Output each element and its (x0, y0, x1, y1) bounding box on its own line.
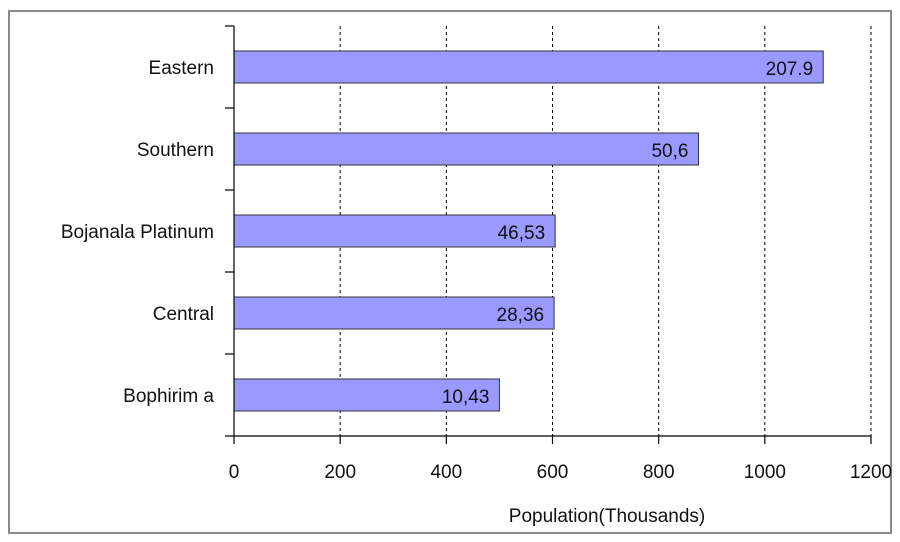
data-label: 50,6 (651, 141, 688, 162)
chart-frame (8, 10, 892, 534)
data-label: 207.9 (766, 59, 814, 80)
x-tick-label: 1200 (850, 462, 892, 483)
x-tick-label: 1000 (744, 462, 786, 483)
x-tick-label: 200 (324, 462, 356, 483)
x-tick-label: 600 (537, 462, 569, 483)
axes (225, 25, 872, 444)
bar (233, 50, 824, 84)
category-labels: Eastern Southern Bojanala Platinum Central B… (61, 58, 215, 407)
x-tick-label: 400 (430, 462, 462, 483)
data-label: 46,53 (498, 223, 546, 244)
data-label: 28,36 (497, 305, 545, 326)
x-tick-labels: 0 200 400 600 800 1000 1200 (229, 462, 892, 483)
category-label: Eastern (149, 58, 214, 79)
bar (233, 132, 699, 166)
data-label: 10,43 (442, 387, 490, 408)
data-labels: 207.9 50,6 46,53 28,36 10,43 (442, 59, 813, 408)
category-label: Bojanala Platinum (61, 222, 214, 243)
category-label: Central (153, 304, 214, 325)
x-tick-label: 0 (229, 462, 240, 483)
category-label: Bophirim a (123, 386, 214, 407)
x-tick-label: 800 (643, 462, 675, 483)
x-axis-title: Population(Thousands) (509, 506, 705, 527)
bars (233, 50, 824, 412)
category-label: Southern (137, 140, 214, 161)
